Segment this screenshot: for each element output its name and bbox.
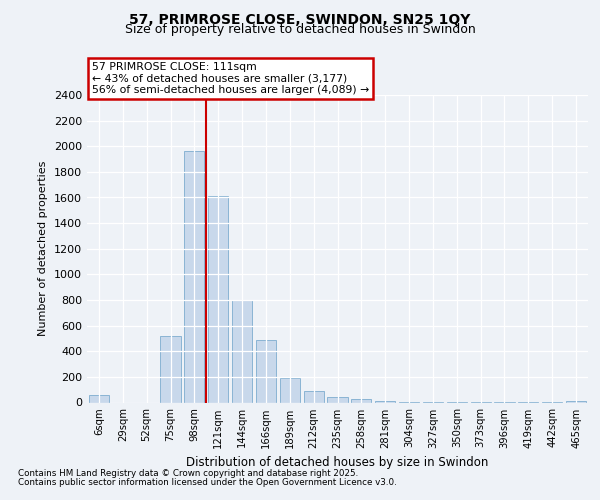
Text: Size of property relative to detached houses in Swindon: Size of property relative to detached ho… xyxy=(125,22,475,36)
Bar xyxy=(160,336,181,402)
Bar xyxy=(256,340,276,402)
Y-axis label: Number of detached properties: Number of detached properties xyxy=(38,161,49,336)
Text: Contains public sector information licensed under the Open Government Licence v3: Contains public sector information licen… xyxy=(18,478,397,487)
Bar xyxy=(375,400,395,402)
Bar xyxy=(304,391,324,402)
Bar xyxy=(89,395,109,402)
Text: 57 PRIMROSE CLOSE: 111sqm
← 43% of detached houses are smaller (3,177)
56% of se: 57 PRIMROSE CLOSE: 111sqm ← 43% of detac… xyxy=(92,62,369,95)
Bar xyxy=(232,300,252,402)
Text: 57, PRIMROSE CLOSE, SWINDON, SN25 1QY: 57, PRIMROSE CLOSE, SWINDON, SN25 1QY xyxy=(130,12,470,26)
X-axis label: Distribution of detached houses by size in Swindon: Distribution of detached houses by size … xyxy=(187,456,488,469)
Bar xyxy=(208,196,229,402)
Text: Contains HM Land Registry data © Crown copyright and database right 2025.: Contains HM Land Registry data © Crown c… xyxy=(18,469,358,478)
Bar xyxy=(328,398,347,402)
Bar xyxy=(566,400,586,402)
Bar xyxy=(184,152,205,402)
Bar xyxy=(351,400,371,402)
Bar xyxy=(280,378,300,402)
